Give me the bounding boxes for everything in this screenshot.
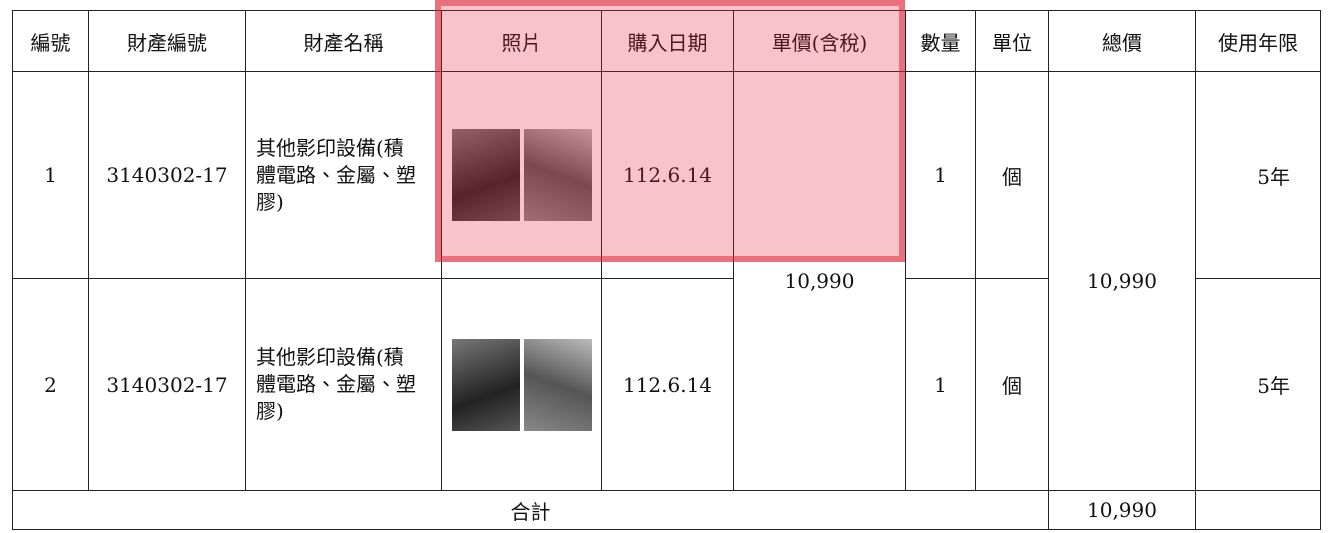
header-row: 編號 財產編號 財產名稱 照片 購入日期 單價(含稅) 數量 單位 總價 使用年… [12, 10, 1321, 72]
cell: 3140302-17 [88, 71, 246, 279]
cell: 2 [12, 278, 89, 491]
cell: 其他影印設備(積體電路、金屬、塑膠) [245, 278, 442, 491]
cell [1195, 490, 1321, 530]
header: 照片 [441, 10, 602, 72]
header: 財產編號 [88, 10, 246, 72]
photo [451, 129, 520, 221]
header: 數量 [905, 10, 976, 72]
photo-cell [441, 71, 602, 279]
photo-cell [441, 278, 602, 491]
row: 1 3140302-17 其他影印設備(積體電路、金屬、塑膠) 112.6.14… [12, 71, 1321, 491]
header: 單位 [975, 10, 1049, 72]
cell: 其他影印設備(積體電路、金屬、塑膠) [245, 71, 442, 279]
property-table: 編號 財產編號 財產名稱 照片 購入日期 單價(含稅) 數量 單位 總價 使用年… [12, 10, 1321, 530]
total-row: 合計 10,990 [12, 490, 1321, 530]
cell: 3140302-17 [88, 278, 246, 491]
cell: 1 [905, 278, 976, 491]
total-label: 合計 [12, 490, 1049, 530]
photo [451, 338, 520, 431]
photo [523, 129, 592, 221]
row: 2 3140302-17 其他影印設備(積體電路、金屬、塑膠) 112.6.14… [12, 278, 1321, 491]
header: 使用年限 [1195, 10, 1321, 72]
header: 購入日期 [601, 10, 734, 72]
cell: 5年 [1195, 71, 1321, 279]
header: 財產名稱 [245, 10, 442, 72]
cell: 112.6.14 [601, 71, 734, 279]
header: 總價 [1048, 10, 1196, 72]
cell: 5年 [1195, 278, 1321, 491]
cell: 個 [975, 71, 1049, 279]
header: 單價(含稅) [733, 10, 906, 72]
total-sum: 10,990 [1048, 490, 1196, 530]
cell: 10,990 [733, 71, 906, 491]
cell: 10,990 [1048, 71, 1196, 491]
header: 編號 [12, 10, 89, 72]
cell: 個 [975, 278, 1049, 491]
photo [523, 338, 592, 431]
cell: 112.6.14 [601, 278, 734, 491]
cell: 1 [12, 71, 89, 279]
cell: 1 [905, 71, 976, 279]
